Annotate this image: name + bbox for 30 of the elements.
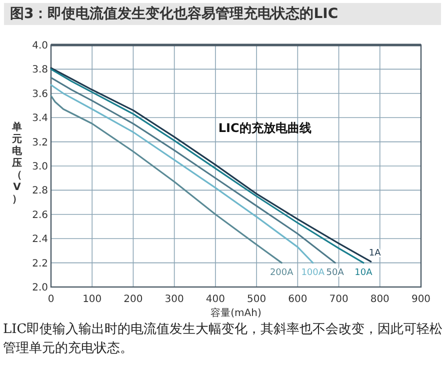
x-tick-label: 200 — [124, 294, 143, 305]
y-tick-label: 4.0 — [32, 40, 48, 52]
y-tick-label: 3.0 — [32, 162, 48, 172]
y-tick-label: 2.2 — [32, 258, 48, 270]
y-tick-label: 2.6 — [32, 210, 48, 221]
text: LIC即使输入输出时的电流值发生大幅变化，其斜率也不会改变，因此可轻松管理单元的充电状态。 — [3, 321, 443, 358]
y-tick-label: 2.0 — [32, 282, 48, 294]
y-tick-label: 3.8 — [32, 64, 48, 76]
series-label: 1A — [368, 248, 382, 259]
y-tick-label: 3.6 — [32, 88, 48, 100]
chart-title: 图3：即使电流值发生变化也容易管理充电状态的LIC — [4, 3, 441, 25]
x-axis-title: 容量(mAh) — [210, 307, 262, 319]
x-tick-label: 400 — [206, 294, 225, 305]
y-tick-label: 3.2 — [32, 137, 48, 148]
x-tick-label: 100 — [82, 294, 102, 305]
x-tick-label: 700 — [329, 294, 348, 305]
y-axis-title: 单元电压（V） — [11, 121, 23, 205]
series-label: 10A — [354, 268, 374, 278]
x-tick-label: 500 — [247, 294, 266, 305]
annotation: LIC的充放电曲线 — [218, 121, 312, 136]
y-tick-label: 2.8 — [32, 186, 48, 197]
series-label: 100A — [301, 268, 326, 278]
x-tick-label: 800 — [370, 294, 390, 305]
x-tick-label: 300 — [164, 294, 184, 305]
y-tick-label: 3.4 — [32, 113, 48, 124]
x-tick-label: 600 — [288, 294, 308, 305]
y-tick-label: 2.4 — [32, 234, 48, 246]
series-label: 200A — [270, 268, 294, 278]
x-tick-label: 900 — [411, 294, 431, 305]
x-tick-label: 0 — [48, 294, 54, 305]
